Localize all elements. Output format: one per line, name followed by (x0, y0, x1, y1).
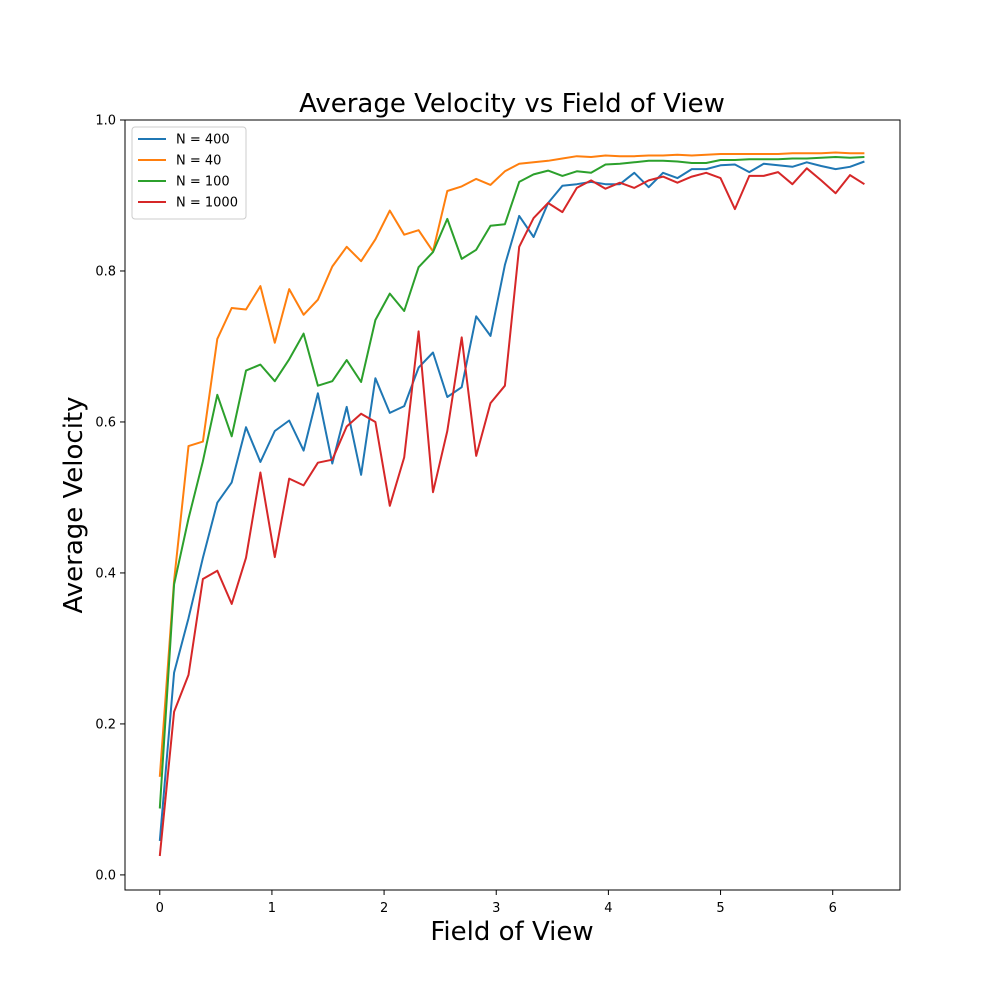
x-axis: 0 1 2 3 4 5 6 (156, 890, 837, 916)
chart-title: Average Velocity vs Field of View (299, 89, 725, 119)
x-tick-label: 2 (380, 901, 388, 916)
legend-label-3: N = 100 (176, 175, 230, 190)
y-tick-label: 0.0 (95, 868, 116, 883)
series-line-2 (158, 151, 865, 777)
legend-label-4: N = 1000 (176, 196, 238, 211)
plot-lines (158, 151, 865, 857)
y-tick-label: 0.8 (95, 264, 116, 279)
y-tick-label: 0.2 (95, 717, 116, 732)
y-tick-label: 0.6 (95, 415, 116, 430)
x-axis-title: Field of View (430, 917, 593, 947)
legend-label-2: N = 40 (176, 154, 221, 169)
plot-frame (124, 119, 901, 891)
y-tick-label: 1.0 (95, 114, 116, 129)
series-line-4 (158, 167, 865, 857)
x-tick-label: 3 (492, 901, 500, 916)
y-axis-title: Average Velocity (59, 396, 89, 613)
series-line-1 (158, 160, 865, 841)
series-line-3 (158, 156, 865, 809)
x-tick-label: 4 (604, 901, 612, 916)
x-tick-label: 1 (268, 901, 276, 916)
legend-label-1: N = 400 (176, 133, 230, 148)
legend-box (131, 126, 247, 220)
legend: N = 400 N = 40 N = 100 N = 1000 (131, 126, 247, 220)
y-axis: 0.0 0.2 0.4 0.6 0.8 1.0 (95, 114, 125, 883)
x-tick-label: 5 (716, 901, 724, 916)
x-tick-label: 6 (829, 901, 837, 916)
x-tick-label: 0 (156, 901, 164, 916)
y-tick-label: 0.4 (95, 566, 116, 581)
